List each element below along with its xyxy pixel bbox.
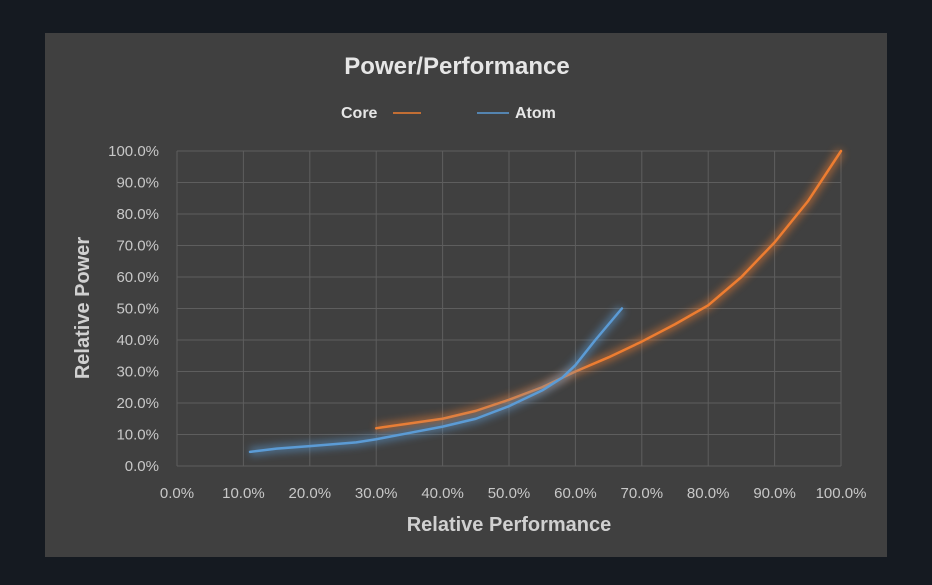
y-tick-label: 50.0% xyxy=(116,301,159,318)
y-axis-ticks: 0.0% 10.0% 20.0% 30.0% 40.0% 50.0% 60.0% 70.0% 8… xyxy=(108,143,159,475)
x-tick-label: 100.0% xyxy=(816,485,867,502)
y-tick-label: 80.0% xyxy=(116,206,159,223)
chart-title: Power/Performance xyxy=(344,53,569,80)
atom-series-line xyxy=(248,307,624,454)
x-tick-label: 30.0% xyxy=(355,485,398,502)
y-tick-label: 30.0% xyxy=(116,364,159,381)
x-tick-label: 20.0% xyxy=(289,485,332,502)
y-tick-label: 90.0% xyxy=(116,175,159,192)
legend-label-core: Core xyxy=(341,105,378,122)
x-axis-label: Relative Performance xyxy=(407,514,612,536)
y-tick-label: 20.0% xyxy=(116,395,159,412)
core-series-line xyxy=(374,149,843,430)
legend: Core Atom xyxy=(341,105,556,122)
y-tick-label: 0.0% xyxy=(125,458,159,475)
y-tick-label: 70.0% xyxy=(116,238,159,255)
power-performance-chart: Power/Performance Core Atom 0.0% 10.0% 20.0… xyxy=(72,53,867,536)
x-tick-label: 60.0% xyxy=(554,485,597,502)
grid xyxy=(176,150,842,467)
y-tick-label: 40.0% xyxy=(116,332,159,349)
y-axis-label: Relative Power xyxy=(72,237,94,380)
core-series-glow xyxy=(375,148,845,433)
y-tick-label: 60.0% xyxy=(116,269,159,286)
y-tick-label: 100.0% xyxy=(108,143,159,160)
y-tick-label: 10.0% xyxy=(116,427,159,444)
chart-panel: Power/Performance Core Atom 0.0% 10.0% 20.0… xyxy=(45,33,887,557)
x-tick-label: 90.0% xyxy=(753,485,796,502)
x-tick-label: 50.0% xyxy=(488,485,531,502)
series-lines xyxy=(248,148,845,456)
x-tick-label: 70.0% xyxy=(621,485,664,502)
x-axis-ticks: 0.0% 10.0% 20.0% 30.0% 40.0% 50.0% 60.0% 70.0% 8… xyxy=(160,485,867,502)
x-tick-label: 0.0% xyxy=(160,485,194,502)
x-tick-label: 10.0% xyxy=(222,485,265,502)
x-tick-label: 40.0% xyxy=(421,485,464,502)
x-tick-label: 80.0% xyxy=(687,485,730,502)
legend-label-atom: Atom xyxy=(515,105,556,122)
